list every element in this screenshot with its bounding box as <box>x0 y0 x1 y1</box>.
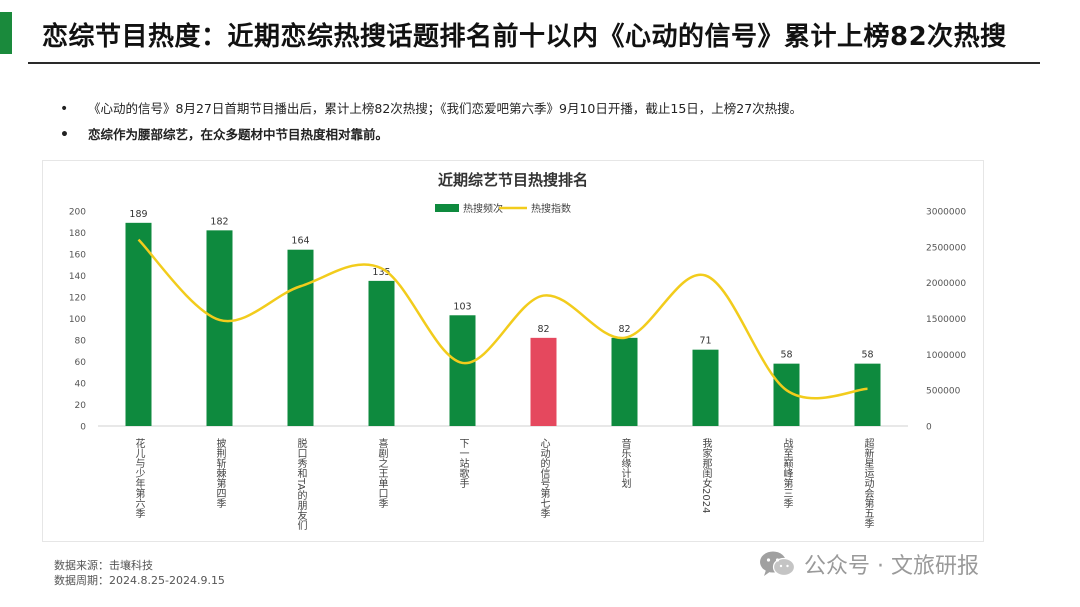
y-left-tick-label: 160 <box>69 251 86 261</box>
bar-data-label: 82 <box>618 324 630 335</box>
y-left-tick-label: 140 <box>69 272 86 282</box>
bar <box>854 363 881 426</box>
category-label: 我家那闺女2024 <box>700 438 712 514</box>
category-label: 下一站歌手 <box>457 438 469 489</box>
legend-label-bar: 热搜频次 <box>463 202 503 215</box>
bullet-dot: • <box>60 101 69 117</box>
y-right-tick-label: 500000 <box>926 387 961 397</box>
category-label: 战至巅峰第三季 <box>781 438 793 509</box>
bar <box>449 315 476 426</box>
y-right-tick-label: 1000000 <box>926 351 966 361</box>
bar <box>125 222 152 426</box>
bar <box>206 230 233 426</box>
plot-area: 0 20 40 60 80 100 120 140 160 180 200 0 500000 100000… <box>69 208 967 531</box>
category-label: 心动的信号第七季 <box>538 438 550 519</box>
bullet-item: • 恋综作为腰部综艺，在众多题材中节目热度相对靠前。 <box>60 122 1020 148</box>
combo-chart: 近期综艺节目热搜排名 热搜频次 热搜指数 0 20 40 60 80 100 120 140 1… <box>69 171 967 531</box>
y-right-tick-label: 2500000 <box>926 243 966 253</box>
bar-data-label: 135 <box>372 267 390 278</box>
y-left-tick-label: 0 <box>80 423 86 433</box>
bar-data-label: 82 <box>537 324 549 335</box>
chart-legend: 热搜频次 热搜指数 <box>435 202 571 215</box>
chart-title: 近期综艺节目热搜排名 <box>438 171 588 189</box>
bar-data-label: 189 <box>129 209 147 220</box>
bar-data-label: 164 <box>291 236 309 247</box>
bar <box>368 280 395 426</box>
y-right-tick-label: 2000000 <box>926 279 966 289</box>
bar <box>692 349 719 426</box>
category-label: 脱口秀和TA的朋友们 <box>295 437 307 531</box>
y-left-tick-label: 120 <box>69 294 86 304</box>
category-label: 花儿与少年第六季 <box>133 437 145 519</box>
bullet-item: • 《心动的信号》8月27日首期节目播出后，累计上榜82次热搜；《我们恋爱吧第六… <box>60 96 1020 122</box>
watermark: 公众号 · 文旅研报 <box>758 548 979 580</box>
page-title: 恋综节目热度：近期恋综热搜话题排名前十以内《心动的信号》累计上榜82次热搜 <box>42 22 1007 52</box>
category-label: 披荆斩棘第四季 <box>214 437 226 509</box>
period-line: 数据周期：2024.8.25-2024.9.15 <box>54 574 225 587</box>
y-left-tick-label: 20 <box>75 401 87 411</box>
bar <box>287 249 314 426</box>
bar-data-label: 182 <box>210 216 228 227</box>
y-right-tick-label: 3000000 <box>926 208 966 218</box>
y-left-tick-label: 200 <box>69 208 86 218</box>
y-left-tick-label: 40 <box>75 380 87 390</box>
title-accent-bar <box>0 12 12 54</box>
y-right-tick-label: 0 <box>926 423 932 433</box>
bullet-text: 恋综作为腰部综艺，在众多题材中节目热度相对靠前。 <box>88 127 389 142</box>
category-label: 音乐缘计划 <box>619 437 631 488</box>
legend-label-line: 热搜指数 <box>531 202 571 215</box>
bullet-text: 《心动的信号》8月27日首期节目播出后，累计上榜82次热搜；《我们恋爱吧第六季》… <box>88 101 803 116</box>
y-left-tick-label: 80 <box>75 337 87 347</box>
y-left-tick-label: 60 <box>75 358 87 368</box>
bar-data-label: 58 <box>780 350 792 361</box>
category-label: 超新星运动会第五季 <box>862 437 874 529</box>
bullet-list: • 《心动的信号》8月27日首期节目播出后，累计上榜82次热搜；《我们恋爱吧第六… <box>60 96 1020 148</box>
bar-data-label: 103 <box>453 301 471 312</box>
y-left-tick-label: 100 <box>69 315 86 325</box>
series-line <box>137 238 868 400</box>
bar <box>611 337 638 426</box>
bar-data-label: 71 <box>699 336 711 347</box>
y-right-tick-label: 1500000 <box>926 315 966 325</box>
bar-data-label: 58 <box>861 350 873 361</box>
source-line: 数据来源：击壤科技 <box>54 559 153 572</box>
bullet-dot: • <box>60 127 69 143</box>
bar <box>530 337 557 426</box>
chart-panel: 近期综艺节目热搜排名 热搜频次 热搜指数 0 20 40 60 80 100 120 140 1… <box>42 160 984 542</box>
legend-swatch-bar <box>435 204 459 212</box>
y-left-tick-label: 180 <box>69 229 86 239</box>
category-label: 喜剧之王单口季 <box>376 437 388 509</box>
watermark-text: 公众号 · 文旅研报 <box>804 554 979 579</box>
wechat-icon <box>760 551 796 577</box>
source-note: 数据来源：击壤科技 数据周期：2024.8.25-2024.9.15 <box>54 558 225 588</box>
title-divider <box>28 62 1040 64</box>
